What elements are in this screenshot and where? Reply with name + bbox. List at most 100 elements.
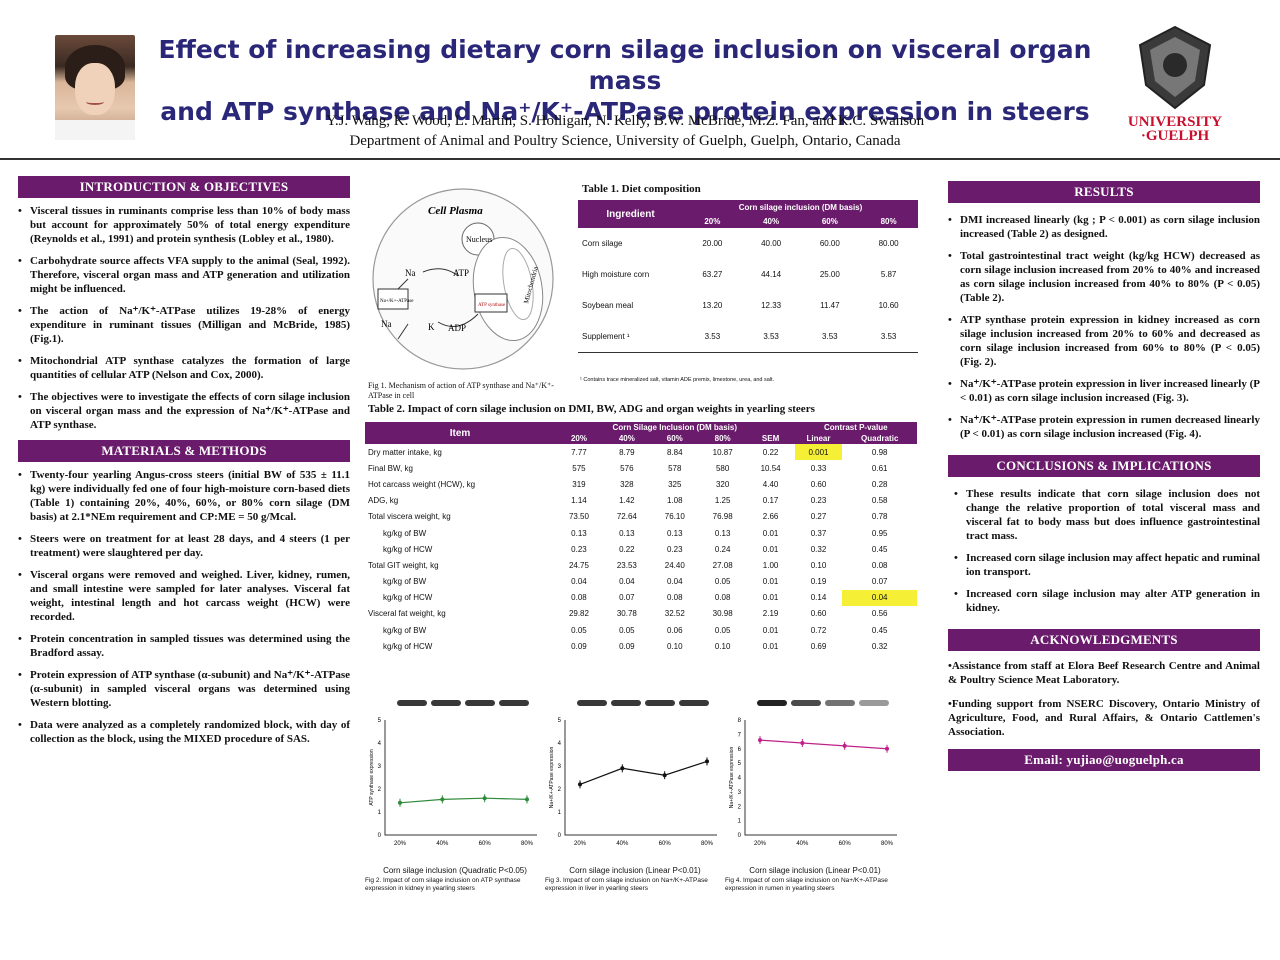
x-tick-label: 20% [754,841,767,847]
blot-band [499,700,529,706]
y-tick-label: 5 [738,761,742,767]
cell-title: Cell Plasma [428,205,483,217]
table-cell: 80.00 [878,239,899,248]
table-cell: 3.53 [859,321,918,353]
table-row: Hot carcass weight (HCW), kg 319 328 325 320… [365,476,917,492]
table-2-column-header: 60% [650,433,699,444]
row-label: Hot carcass weight (HCW), kg [368,479,476,489]
list-item: DMI increased linearly (kg ; P < 0.001) … [948,213,1260,241]
table-cell: 0.45 [871,544,888,554]
table-cell: 8.84 [666,447,683,457]
table-cell: 0.28 [871,479,888,489]
x-tick-label: 40% [616,841,629,847]
y-tick-label: 1 [378,810,382,816]
author-photo [55,35,135,140]
y-tick-label: 2 [378,787,382,793]
table-cell: 0.09 [571,641,587,651]
series-line [759,739,888,750]
table-cell: 0.19 [810,577,827,587]
row-label: Final BW, kg [368,463,413,473]
diet-composition-table: Ingredient Corn silage inclusion (DM bas… [578,200,918,353]
table-cell: 1.25 [714,496,731,506]
table-cell: 576 [620,463,634,473]
table-cell: 0.001 [794,444,843,461]
row-label: Soybean meal [582,301,634,310]
table-row: Corn silage 20.00 40.00 60.00 80.00 [578,228,918,259]
blot-band [577,700,607,706]
table-cell: 0.14 [810,593,827,603]
chart-2: 0 1 2 3 4 5 20% 40% 60% 80% ATP synthase expressio… [369,700,537,847]
table-cell: 0.60 [810,609,827,619]
table-cell: 0.07 [619,593,635,603]
na-label-2: Na [381,319,392,329]
table-cell: 0.33 [810,463,827,473]
table-cell: 2.19 [762,609,779,619]
atp-label: ATP [453,268,469,278]
series-line [579,760,708,785]
y-axis-label: Na+/K+-ATPase expression [549,746,555,808]
x-tick-label: 20% [574,841,587,847]
y-tick-label: 7 [738,732,742,738]
table-cell: 575 [572,463,586,473]
table-cell: 0.01 [762,544,779,554]
table-cell: 40.00 [761,239,782,248]
table-row: Visceral fat weight, kg 29.82 30.78 32.52 30… [365,606,917,622]
list-item: Twenty-four yearling Angus-cross steers … [18,468,350,524]
results-bullets: DMI increased linearly (kg ; P < 0.001) … [948,213,1260,441]
axis-line [564,720,717,836]
author-list: Y.J. Wang, K. Wood, L. Martin, S. Hollig… [325,113,925,129]
table-cell: 578 [668,463,682,473]
table-cell: 0.22 [762,447,779,457]
axis-line [744,720,897,836]
list-item: Carbohydrate source affects VFA supply t… [18,254,350,296]
table-cell: 23.53 [616,560,637,570]
table-cell: 11.47 [820,301,840,310]
table-row: kg/kg of HCW 0.23 0.22 0.23 0.24 0.01 0.32 0.45 [365,541,917,557]
list-item: The action of Na⁺/K⁺-ATPase utilizes 19-… [18,304,350,346]
table-row: kg/kg of BW 0.04 0.04 0.04 0.05 0.01 0.19 0.07 [365,574,917,590]
table-cell: 0.04 [571,577,587,587]
x-tick-label: 80% [881,841,894,847]
table-1-ingredient-header: Ingredient [578,200,683,228]
table-cell: 13.20 [702,301,723,310]
y-tick-label: 3 [558,764,562,770]
x-tick-label: 40% [436,841,449,847]
table-cell: 3.53 [800,321,860,353]
table-cell: 4.40 [762,479,779,489]
table-row: Soybean meal 13.20 12.33 11.47 10.60 [578,290,918,321]
table-cell: 0.23 [666,544,683,554]
table-2-column-header: 80% [698,433,747,444]
row-label: Dry matter intake, kg [368,447,442,457]
table-row: Dry matter intake, kg 7.77 8.79 8.84 10.87 0.… [365,444,917,461]
table-cell: 0.08 [666,593,683,603]
table-cell: 72.64 [616,512,637,522]
row-label: kg/kg of BW [383,577,427,587]
intro-bullets: Visceral tissues in ruminants comprise l… [18,204,350,432]
table-cell: 76.98 [712,512,733,522]
table-cell: 10.87 [712,447,733,457]
email-link[interactable]: Email: yujiao@uoguelph.ca [948,749,1260,771]
table-cell: 0.98 [871,447,888,457]
table-cell: 0.08 [871,560,888,570]
list-item: Na⁺/K⁺-ATPase protein expression in rume… [948,413,1260,441]
table-cell: 0.09 [619,641,635,651]
table-cell: 0.01 [762,625,779,635]
list-item: Protein concentration in sampled tissues… [18,632,350,660]
x-tick-label: 60% [839,841,852,847]
right-column: RESULTS DMI increased linearly (kg ; P <… [948,181,1260,771]
row-label: kg/kg of HCW [383,593,433,603]
table-1-group-header: Corn silage inclusion (DM basis) [683,200,918,214]
table-cell: 0.78 [871,512,888,522]
list-item: Increased corn silage inclusion may affe… [954,551,1260,579]
table-2-column-header: SEM [746,433,795,444]
y-tick-label: 4 [738,776,742,782]
blot-band [431,700,461,706]
table-cell: 0.08 [571,593,587,603]
y-axis-label: ATP synthase expression [369,749,375,805]
table-cell: 320 [715,479,730,489]
table-row: kg/kg of BW 0.13 0.13 0.13 0.13 0.01 0.37 0.95 [365,525,917,541]
table-cell: 24.40 [664,560,685,570]
university-logo: UNIVERSITY ·GUELPH [1120,25,1230,150]
blot-band [859,700,889,706]
table-cell: 30.98 [712,609,733,619]
